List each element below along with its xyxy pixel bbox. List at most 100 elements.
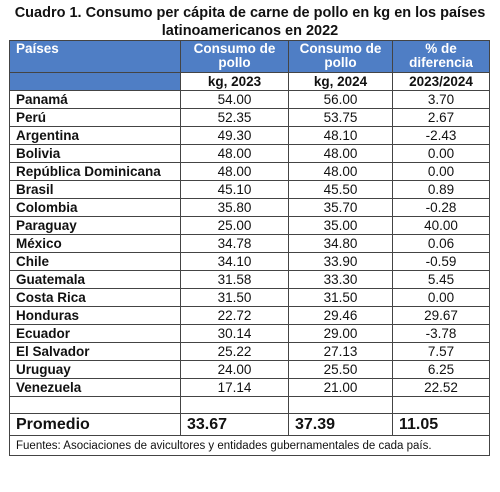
- cell-country: El Salvador: [9, 342, 181, 361]
- cell-2023: 34.10: [180, 252, 289, 271]
- cell-diff: 5.45: [392, 270, 490, 289]
- cell-2024: 25.50: [288, 360, 393, 379]
- cell-2023: 35.80: [180, 198, 289, 217]
- cell-country: Honduras: [9, 306, 181, 325]
- cell-diff: 7.57: [392, 342, 490, 361]
- cell-2023: 30.14: [180, 324, 289, 343]
- table-row: Paraguay 25.00 35.00 40.00: [9, 216, 490, 235]
- cell-2024: 34.80: [288, 234, 393, 253]
- table-row: Honduras 22.72 29.46 29.67: [9, 306, 490, 325]
- cell-country: Costa Rica: [9, 288, 181, 307]
- header-consumption-2023: Consumo de pollo: [180, 40, 289, 73]
- average-2023: 33.67: [180, 413, 289, 436]
- cell-2024: 21.00: [288, 378, 393, 397]
- table-caption: Cuadro 1. Consumo per cápita de carne de…: [0, 0, 500, 40]
- table-row: Guatemala 31.58 33.30 5.45: [9, 270, 490, 289]
- cell-diff: -0.59: [392, 252, 490, 271]
- cell-2023: 31.58: [180, 270, 289, 289]
- cell-2023: 22.72: [180, 306, 289, 325]
- cell-diff: -3.78: [392, 324, 490, 343]
- cell-country: Uruguay: [9, 360, 181, 379]
- cell-country: México: [9, 234, 181, 253]
- cell-diff: 2.67: [392, 108, 490, 127]
- cell-2023: 31.50: [180, 288, 289, 307]
- cell-2024: 53.75: [288, 108, 393, 127]
- cell-country: Panamá: [9, 90, 181, 109]
- unit-diff: 2023/2024: [392, 72, 490, 91]
- cell-diff: 0.00: [392, 144, 490, 163]
- unit-2023: kg, 2023: [180, 72, 289, 91]
- cell-2023: 25.22: [180, 342, 289, 361]
- table-row: Brasil 45.10 45.50 0.89: [9, 180, 490, 199]
- cell-diff: 0.06: [392, 234, 490, 253]
- table-row: Venezuela 17.14 21.00 22.52: [9, 378, 490, 397]
- table-row: República Dominicana 48.00 48.00 0.00: [9, 162, 490, 181]
- consumption-table: Países Consumo de pollo Consumo de pollo…: [9, 40, 490, 456]
- cell-2024: 35.70: [288, 198, 393, 217]
- caption-line-1: Cuadro 1. Consumo per cápita de carne de…: [14, 5, 486, 21]
- source-note: Fuentes: Asociaciones de avicultores y e…: [9, 435, 490, 456]
- cell-2024: 29.00: [288, 324, 393, 343]
- table-row: México 34.78 34.80 0.06: [9, 234, 490, 253]
- average-diff: 11.05: [392, 413, 490, 436]
- cell-country: Colombia: [9, 198, 181, 217]
- cell-diff: 22.52: [392, 378, 490, 397]
- unit-country-blank: [9, 72, 181, 91]
- unit-2024: kg, 2024: [288, 72, 393, 91]
- cell-diff: 0.00: [392, 162, 490, 181]
- table-row: Perú 52.35 53.75 2.67: [9, 108, 490, 127]
- header-difference: % de diferencia: [392, 40, 490, 73]
- cell-2023: 48.00: [180, 162, 289, 181]
- cell-2024: 31.50: [288, 288, 393, 307]
- table-row: El Salvador 25.22 27.13 7.57: [9, 342, 490, 361]
- cell-2023: 17.14: [180, 378, 289, 397]
- cell-2023: 45.10: [180, 180, 289, 199]
- cell-country: Venezuela: [9, 378, 181, 397]
- table-row: Bolivia 48.00 48.00 0.00: [9, 144, 490, 163]
- cell-country: Brasil: [9, 180, 181, 199]
- cell-2023: 52.35: [180, 108, 289, 127]
- cell-2023: 49.30: [180, 126, 289, 145]
- average-row: Promedio 33.67 37.39 11.05: [9, 413, 490, 436]
- unit-row: kg, 2023 kg, 2024 2023/2024: [9, 72, 490, 91]
- caption-line-2: latinoamericanos en 2022: [161, 23, 339, 39]
- cell-country: Bolivia: [9, 144, 181, 163]
- cell-2024: 33.90: [288, 252, 393, 271]
- cell-diff: 0.89: [392, 180, 490, 199]
- cell-country: Guatemala: [9, 270, 181, 289]
- average-label: Promedio: [9, 413, 181, 436]
- cell-2023: 25.00: [180, 216, 289, 235]
- cell-2023: 48.00: [180, 144, 289, 163]
- cell-country: Chile: [9, 252, 181, 271]
- source-row: Fuentes: Asociaciones de avicultores y e…: [9, 435, 490, 456]
- cell-diff: -0.28: [392, 198, 490, 217]
- table-row: Panamá 54.00 56.00 3.70: [9, 90, 490, 109]
- header-consumption-2024: Consumo de pollo: [288, 40, 393, 73]
- cell-2024: 56.00: [288, 90, 393, 109]
- average-2024: 37.39: [288, 413, 393, 436]
- cell-diff: 40.00: [392, 216, 490, 235]
- cell-2023: 24.00: [180, 360, 289, 379]
- cell-2024: 27.13: [288, 342, 393, 361]
- cell-diff: 6.25: [392, 360, 490, 379]
- table-row: Argentina 49.30 48.10 -2.43: [9, 126, 490, 145]
- cell-2024: 48.10: [288, 126, 393, 145]
- cell-country: Argentina: [9, 126, 181, 145]
- cell-diff: 29.67: [392, 306, 490, 325]
- table-row: Ecuador 30.14 29.00 -3.78: [9, 324, 490, 343]
- cell-country: Paraguay: [9, 216, 181, 235]
- header-country: Países: [9, 40, 181, 73]
- header-row: Países Consumo de pollo Consumo de pollo…: [9, 40, 490, 73]
- table-row: Costa Rica 31.50 31.50 0.00: [9, 288, 490, 307]
- cell-diff: 0.00: [392, 288, 490, 307]
- cell-2024: 48.00: [288, 144, 393, 163]
- cell-country: Ecuador: [9, 324, 181, 343]
- cell-diff: 3.70: [392, 90, 490, 109]
- spacer-row: [9, 396, 490, 414]
- table-row: Chile 34.10 33.90 -0.59: [9, 252, 490, 271]
- cell-2024: 48.00: [288, 162, 393, 181]
- table-row: Colombia 35.80 35.70 -0.28: [9, 198, 490, 217]
- cell-2024: 45.50: [288, 180, 393, 199]
- cell-2024: 29.46: [288, 306, 393, 325]
- cell-2024: 35.00: [288, 216, 393, 235]
